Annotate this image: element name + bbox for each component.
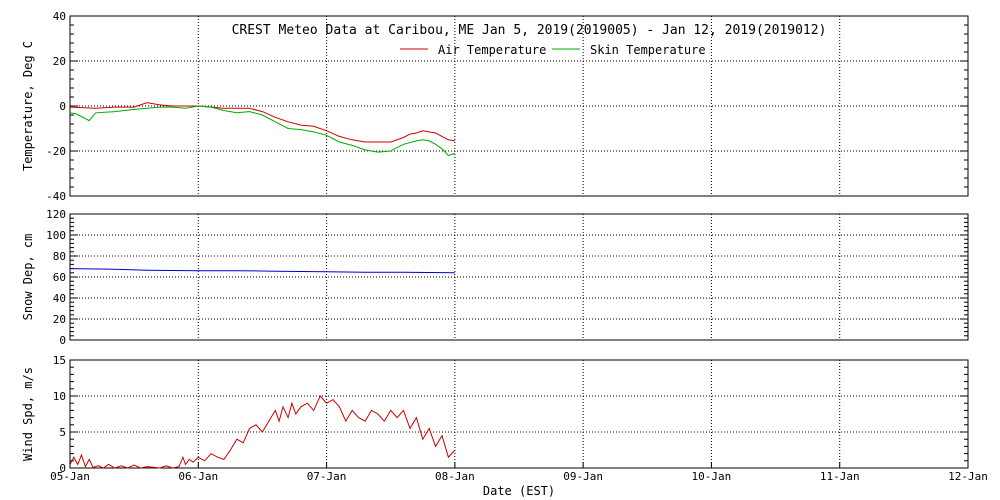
wind-speed-y-tick-label: 15 [53,354,66,367]
temperature-y-tick-label: 40 [53,10,66,23]
temperature-y-tick-label: 20 [53,55,66,68]
x-tick-label: 10-Jan [692,470,732,483]
air-temperature-series-line [69,102,455,143]
wind-speed-y-ticks: 0 5 10 15 [53,354,968,475]
x-tick-label: 08-Jan [435,470,475,483]
snow-depth-y-tick-label: 60 [53,271,66,284]
wind-speed-panel-frame [69,359,969,469]
chart-title: CREST Meteo Data at Caribou, ME Jan 5, 2… [232,23,827,38]
wind-speed-panel: 0 5 10 15 Wind Spd, m/s [21,354,969,475]
legend-skin-label: Skin Temperature [590,43,706,57]
skin-temperature-series-line [69,105,456,157]
wind-speed-y-tick-label: 0 [59,462,66,475]
temperature-panel: -40 -20 0 20 40 Temperature, Deg C CREST Met… [21,10,969,203]
snow-depth-y-label: Snow Dep, cm [21,234,35,321]
wind-speed-y-tick-label: 10 [53,390,66,403]
snow-depth-y-tick-label: 120 [46,208,66,221]
wind-speed-y-label: Wind Spd, m/s [21,367,35,461]
snow-depth-y-tick-label: 80 [53,250,66,263]
x-tick-label: 12-Jan [948,470,988,483]
snow-depth-y-ticks: 0 20 40 60 80 100 120 [46,208,968,347]
legend: Air Temperature Skin Temperature [400,43,706,57]
snow-depth-y-tick-label: 40 [53,292,66,305]
temperature-y-tick-label: -20 [46,145,66,158]
temperature-series [69,102,456,157]
temperature-y-tick-label: 0 [59,100,66,113]
x-tick-label: 11-Jan [820,470,860,483]
wind-speed-grid [70,360,968,468]
temperature-y-ticks: -40 -20 0 20 40 [46,10,968,203]
x-axis-label: Date (EST) [483,484,555,498]
x-tick-label: 05-Jan [50,470,90,483]
wind-speed-series [69,395,456,469]
snow-depth-series [69,268,455,274]
temperature-grid [70,16,968,196]
wind-speed-y-tick-label: 5 [59,426,66,439]
wind-speed-series-line [69,395,456,469]
x-tick-labels: 05-Jan 06-Jan 07-Jan 08-Jan 09-Jan 10-Jan 11-J… [50,462,988,483]
snow-depth-y-tick-label: 100 [46,229,66,242]
x-tick-label: 07-Jan [307,470,347,483]
snow-depth-grid [70,214,968,340]
x-tick-label: 06-Jan [178,470,218,483]
legend-air-label: Air Temperature [438,43,546,57]
snow-depth-panel: 0 20 40 60 80 100 120 Snow Dep, cm [21,208,969,347]
snow-depth-y-tick-label: 20 [53,313,66,326]
snow-depth-series-line [69,268,455,274]
snow-depth-y-tick-label: 0 [59,334,66,347]
x-tick-label: 09-Jan [563,470,603,483]
temperature-y-label: Temperature, Deg C [21,41,35,171]
temperature-y-tick-label: -40 [46,190,66,203]
